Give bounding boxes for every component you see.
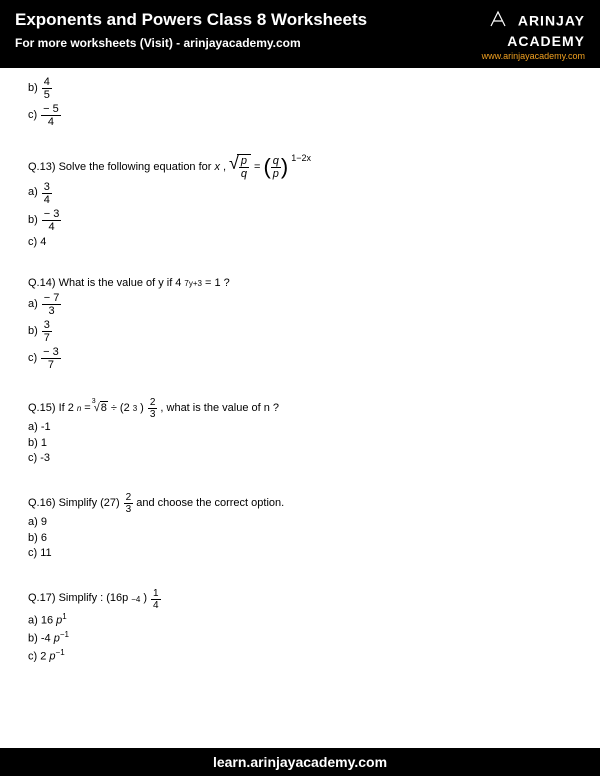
header: Exponents and Powers Class 8 Worksheets … [0, 0, 600, 68]
q13-question: Q.13) Solve the following equation for x… [28, 154, 572, 180]
q17-question: Q.17) Simplify : (16p−4) 14 [28, 588, 572, 611]
q16-opt-a: a) 9 [28, 515, 572, 530]
footer-url: learn.arinjayacademy.com [0, 748, 600, 776]
q17-opt-b: b) -4 p−1 [28, 629, 572, 647]
q15-opt-a: a) -1 [28, 420, 572, 435]
q17: Q.17) Simplify : (16p−4) 14 a) 16 p1 b) … [28, 588, 572, 665]
q13: Q.13) Solve the following equation for x… [28, 154, 572, 250]
q13-opt-c: c) 4 [28, 235, 572, 250]
q13-opt-a: a) 34 [28, 181, 572, 206]
logo: ARINJAY ACADEMY www.arinjayacademy.com [482, 8, 585, 61]
q17-opt-a: a) 16 p1 [28, 611, 572, 629]
q14-opt-a: a) − 73 [28, 292, 572, 317]
q15: Q.15) If 2n = 3 √8 ÷ (23) 23 , what is t… [28, 397, 572, 466]
logo-icon [487, 8, 509, 35]
q16-opt-c: c) 11 [28, 546, 572, 561]
q15-opt-c: c) -3 [28, 451, 572, 466]
prev-opt-c: c) − 54 [28, 103, 572, 128]
prev-opt-b: b) 45 [28, 76, 572, 101]
q15-opt-b: b) 1 [28, 436, 572, 451]
q14: Q.14) What is the value of y if 47y+3 = … [28, 276, 572, 371]
q17-opt-c: c) 2 p−1 [28, 647, 572, 665]
logo-url: www.arinjayacademy.com [482, 51, 585, 61]
logo-text-1: ARINJAY [518, 13, 585, 29]
q14-question: Q.14) What is the value of y if 47y+3 = … [28, 276, 572, 291]
q14-opt-b: b) 37 [28, 319, 572, 344]
q16-opt-b: b) 6 [28, 531, 572, 546]
content: b) 45 c) − 54 Q.13) Solve the following … [0, 68, 600, 675]
q14-opt-c: c) − 37 [28, 346, 572, 371]
logo-text-2: ACADEMY [482, 33, 585, 49]
q16: Q.16) Simplify (27) 23 and choose the co… [28, 492, 572, 561]
q13-opt-b: b) − 34 [28, 208, 572, 233]
sqrt-icon: √ pq [229, 154, 251, 180]
cube-root-icon: 3 √8 [94, 401, 108, 416]
paren-fraction: ( qp ) [263, 155, 288, 180]
q16-question: Q.16) Simplify (27) 23 and choose the co… [28, 492, 572, 515]
q15-question: Q.15) If 2n = 3 √8 ÷ (23) 23 , what is t… [28, 397, 572, 420]
